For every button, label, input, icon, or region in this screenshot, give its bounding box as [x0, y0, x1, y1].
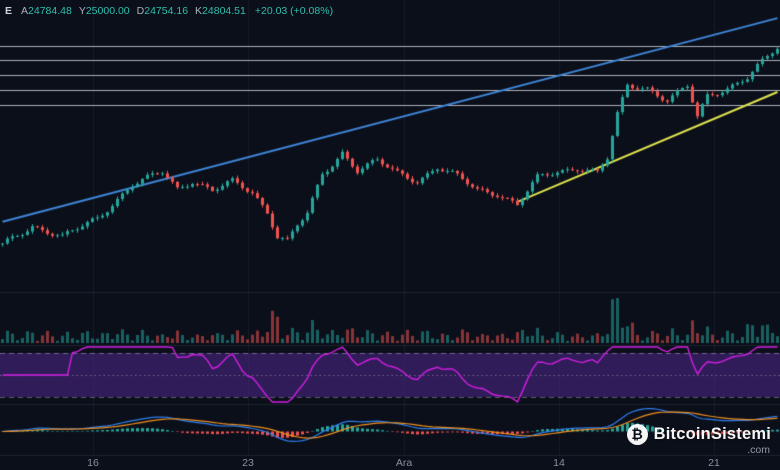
open-value: 24784.48 — [28, 5, 72, 17]
watermark-name: BitcoinSistemi — [653, 425, 771, 443]
high-label: Y — [78, 5, 86, 17]
high-value: 25000.00 — [85, 5, 130, 17]
bitcoin-icon: ₿ — [626, 424, 648, 445]
time-axis-label: 23 — [242, 457, 254, 469]
close-label: K — [195, 5, 203, 17]
low-field: D 24754.16 — [137, 5, 188, 17]
watermark-suffix: .com — [747, 444, 770, 456]
time-axis-label: 21 — [708, 457, 720, 469]
high-field: Y 25000.00 — [79, 5, 130, 17]
watermark: ₿ BitcoinSistemi .com — [626, 424, 771, 456]
low-label: D — [136, 5, 145, 17]
time-axis-label: 16 — [87, 457, 99, 469]
open-field: A 24784.48 — [21, 5, 72, 17]
ohlc-readout: E A 24784.48 Y 25000.00 D 24754.16 K 24804.5… — [5, 5, 333, 17]
change-text: +20.03 (+0.08%) — [254, 5, 334, 17]
symbol-fragment[interactable]: E — [5, 5, 13, 17]
time-axis[interactable]: 16 23 Ara 14 21 — [0, 454, 780, 470]
close-value: 24804.51 — [202, 5, 246, 17]
time-axis-label: Ara — [395, 457, 413, 469]
time-axis-label: 14 — [553, 457, 565, 469]
close-field: K 24804.51 — [195, 5, 246, 17]
open-label: A — [21, 5, 29, 17]
low-value: 24754.16 — [144, 5, 189, 17]
